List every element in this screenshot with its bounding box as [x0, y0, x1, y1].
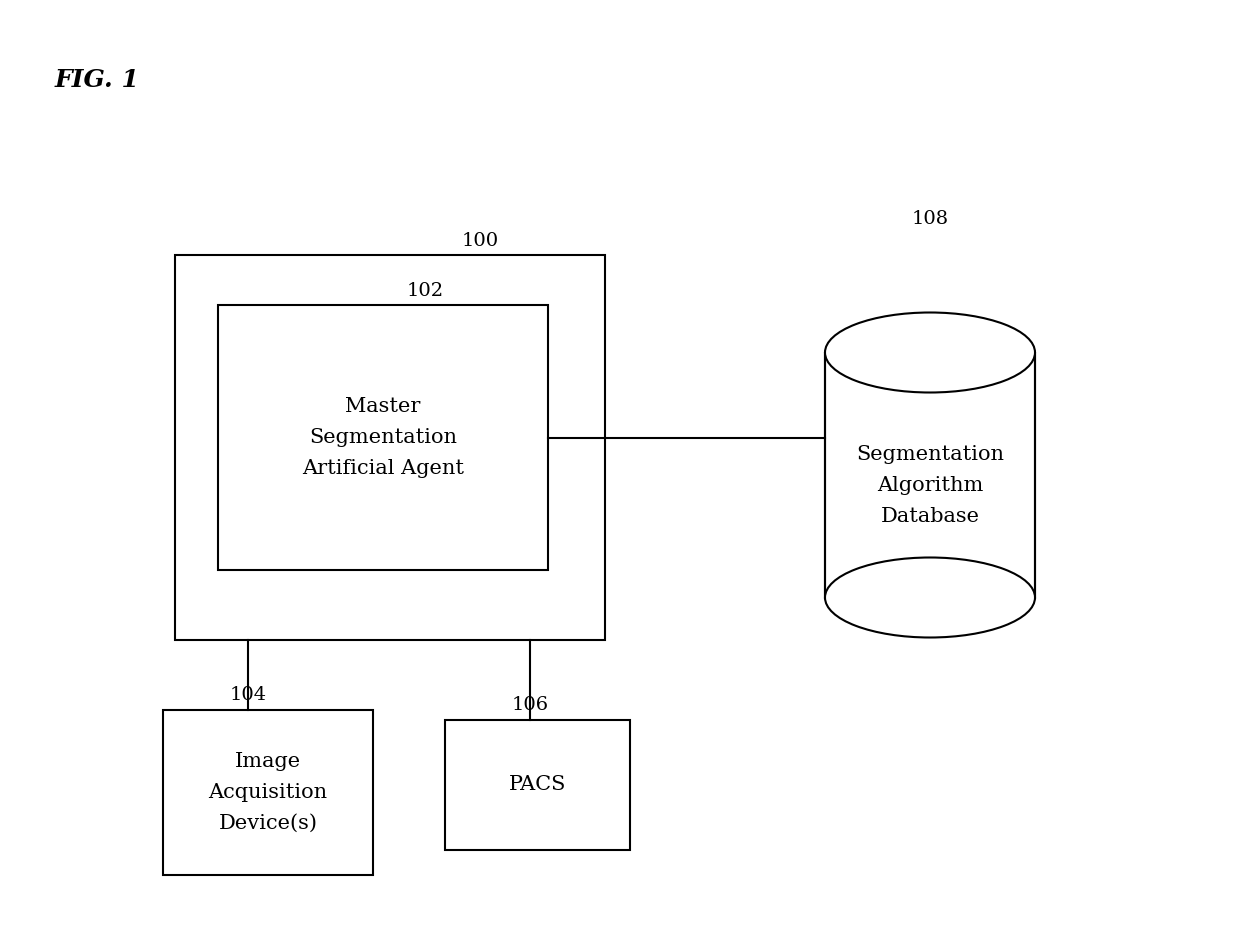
- Text: Segmentation
Algorithm
Database: Segmentation Algorithm Database: [856, 444, 1004, 525]
- Bar: [175, 255, 605, 640]
- Text: 102: 102: [407, 282, 444, 300]
- Text: FIG. 1: FIG. 1: [55, 68, 140, 92]
- Text: 106: 106: [511, 696, 548, 714]
- Bar: [445, 720, 630, 850]
- Bar: [162, 710, 373, 875]
- Ellipse shape: [825, 557, 1035, 637]
- Ellipse shape: [825, 312, 1035, 392]
- Text: PACS: PACS: [508, 775, 567, 794]
- Text: 100: 100: [461, 232, 498, 250]
- Text: 104: 104: [229, 686, 267, 704]
- Text: Image
Acquisition
Device(s): Image Acquisition Device(s): [208, 752, 327, 833]
- Bar: [825, 353, 1035, 598]
- Text: Master
Segmentation
Artificial Agent: Master Segmentation Artificial Agent: [303, 397, 464, 478]
- Text: 108: 108: [911, 210, 949, 228]
- Bar: [218, 305, 548, 570]
